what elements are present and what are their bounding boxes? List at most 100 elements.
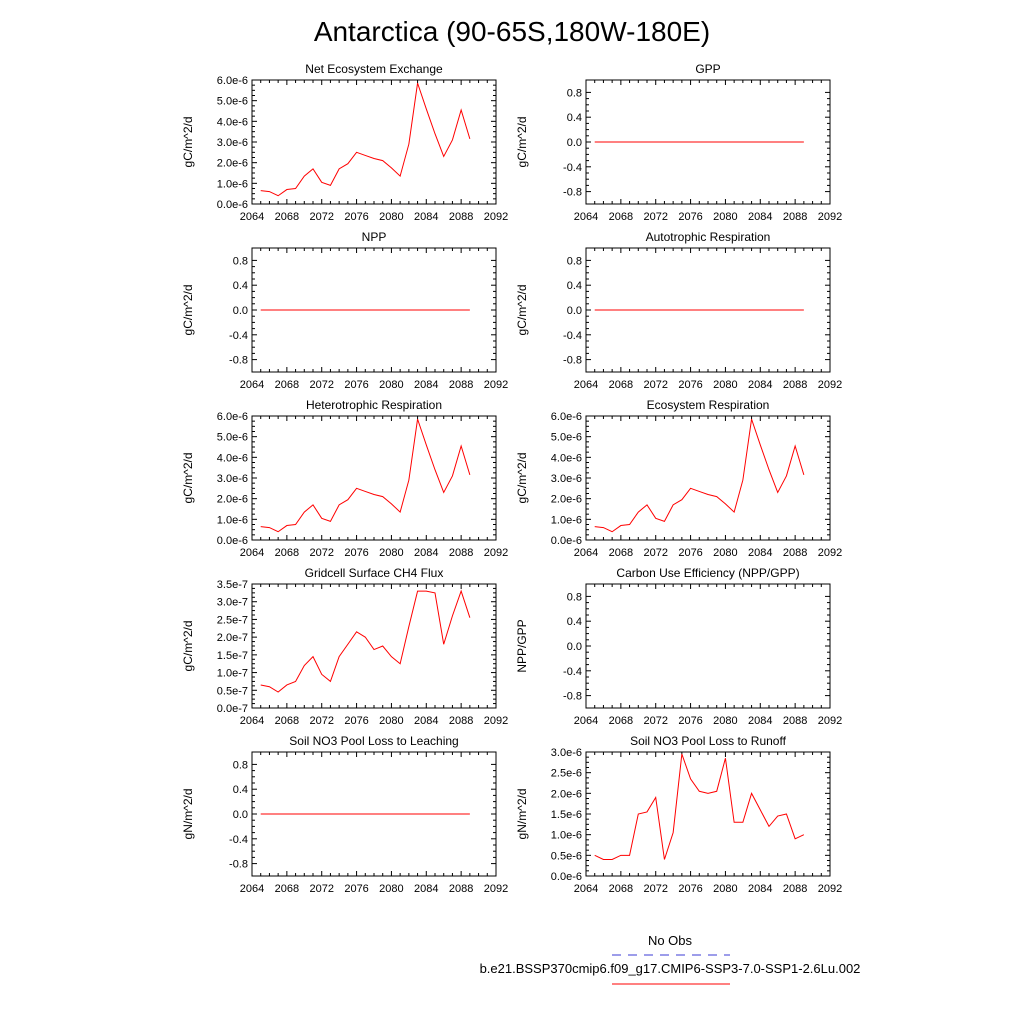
panel-8: Soil NO3 Pool Loss to Leaching gN/m^2/d 20… <box>181 734 508 895</box>
y-tick-label: 5.0e-6 <box>217 432 248 444</box>
x-tick-label: 2080 <box>713 547 737 559</box>
y-tick-label: 4.0e-6 <box>551 452 582 464</box>
x-tick-label: 2072 <box>643 883 667 895</box>
panel-title: GPP <box>695 62 720 76</box>
panel-title: Net Ecosystem Exchange <box>305 62 443 76</box>
y-tick-label: 4.0e-6 <box>217 452 248 464</box>
x-tick-label: 2068 <box>609 715 633 727</box>
panel-3: Autotrophic Respiration gC/m^2/d 2064 2068 2… <box>515 230 842 391</box>
panel-4: Heterotrophic Respiration gC/m^2/d 2064 206… <box>181 398 508 559</box>
y-tick-label: 0.4 <box>233 280 248 292</box>
panel-title: Carbon Use Efficiency (NPP/GPP) <box>616 566 799 580</box>
legend: No Obs b.e21.BSSP370cmip6.f09_g17.CMIP6-S… <box>480 933 860 985</box>
y-tick-label: 2.0e-6 <box>217 494 248 506</box>
y-axis-label: gC/m^2/d <box>515 453 529 504</box>
x-tick-label: 2092 <box>818 715 842 727</box>
y-tick-label: 1.5e-6 <box>551 809 582 821</box>
x-tick-label: 2072 <box>309 547 333 559</box>
panel-9: Soil NO3 Pool Loss to Runoff gN/m^2/d 2064… <box>515 734 842 895</box>
panel-title: Soil NO3 Pool Loss to Runoff <box>630 734 787 748</box>
y-tick-label: 0.8 <box>567 591 582 603</box>
plot-frame <box>251 415 497 541</box>
y-tick-label: 2.0e-6 <box>551 494 582 506</box>
plot-frame <box>585 751 831 877</box>
panel-6: Gridcell Surface CH4 Flux gC/m^2/d 2064 206… <box>181 566 508 727</box>
x-tick-label: 2076 <box>344 547 368 559</box>
series-line <box>594 418 805 533</box>
x-tick-label: 2076 <box>678 547 702 559</box>
y-tick-label: 0.4 <box>567 112 582 124</box>
y-tick-label: -0.8 <box>229 859 248 871</box>
x-tick-label: 2080 <box>713 883 737 895</box>
x-tick-label: 2076 <box>678 715 702 727</box>
panel-5: Ecosystem Respiration gC/m^2/d 2064 2068 207… <box>515 398 842 559</box>
x-tick-label: 2080 <box>713 715 737 727</box>
y-axis-label: gC/m^2/d <box>181 453 195 504</box>
x-tick-label: 2088 <box>783 715 807 727</box>
x-tick-label: 2068 <box>275 547 299 559</box>
y-tick-label: 2.5e-7 <box>217 614 248 626</box>
x-tick-label: 2088 <box>449 715 473 727</box>
x-tick-label: 2084 <box>414 379 438 391</box>
y-tick-label: 1.0e-6 <box>551 514 582 526</box>
x-tick-label: 2064 <box>240 715 264 727</box>
y-tick-label: 4.0e-6 <box>217 116 248 128</box>
plot-frame <box>585 415 831 541</box>
x-tick-label: 2072 <box>643 715 667 727</box>
x-tick-label: 2064 <box>574 883 598 895</box>
panel-title: NPP <box>362 230 387 244</box>
y-tick-label: 6.0e-6 <box>217 411 248 423</box>
y-tick-label: 0.0 <box>567 305 582 317</box>
x-tick-label: 2076 <box>344 883 368 895</box>
panel-2: NPP gC/m^2/d 2064 2068 2072 2076 2080 2084 2088 2… <box>181 230 508 391</box>
y-tick-label: 0.0 <box>567 641 582 653</box>
y-tick-label: 1.5e-7 <box>217 650 248 662</box>
y-tick-label: -0.4 <box>229 834 248 846</box>
y-tick-label: 0.8 <box>567 255 582 267</box>
panel-title: Ecosystem Respiration <box>647 398 770 412</box>
x-tick-label: 2080 <box>379 211 403 223</box>
x-tick-label: 2092 <box>818 547 842 559</box>
y-tick-label: 0.8 <box>567 87 582 99</box>
series-line <box>594 753 805 860</box>
y-tick-label: 0.4 <box>567 616 582 628</box>
y-tick-label: 3.0e-6 <box>551 747 582 759</box>
x-tick-label: 2064 <box>240 547 264 559</box>
y-tick-label: -0.4 <box>563 666 582 678</box>
y-axis-label: gC/m^2/d <box>181 117 195 168</box>
x-tick-label: 2068 <box>275 715 299 727</box>
x-tick-label: 2092 <box>484 547 508 559</box>
x-tick-label: 2064 <box>240 379 264 391</box>
x-tick-label: 2092 <box>818 379 842 391</box>
y-tick-label: -0.4 <box>563 162 582 174</box>
x-tick-label: 2088 <box>449 547 473 559</box>
x-tick-label: 2076 <box>344 715 368 727</box>
x-tick-label: 2080 <box>379 883 403 895</box>
y-axis-label: gC/m^2/d <box>181 621 195 672</box>
x-tick-label: 2072 <box>643 547 667 559</box>
x-tick-label: 2076 <box>678 379 702 391</box>
x-tick-label: 2064 <box>574 211 598 223</box>
x-tick-label: 2092 <box>818 883 842 895</box>
legend-label-obs: No Obs <box>648 933 693 948</box>
y-tick-label: 6.0e-6 <box>551 411 582 423</box>
x-tick-label: 2084 <box>748 547 772 559</box>
y-tick-label: -0.4 <box>563 330 582 342</box>
x-tick-label: 2092 <box>484 715 508 727</box>
y-tick-label: 2.0e-6 <box>217 158 248 170</box>
x-tick-label: 2064 <box>574 379 598 391</box>
y-tick-label: 3.0e-6 <box>217 137 248 149</box>
y-axis-label: gC/m^2/d <box>181 285 195 336</box>
y-tick-label: 0.0 <box>233 809 248 821</box>
x-tick-label: 2084 <box>414 547 438 559</box>
series-line <box>260 82 471 197</box>
series-line <box>260 589 471 693</box>
y-tick-label: 3.0e-7 <box>217 597 248 609</box>
x-tick-label: 2088 <box>783 379 807 391</box>
x-tick-label: 2080 <box>379 715 403 727</box>
y-tick-label: 0.0e-6 <box>551 535 582 547</box>
x-tick-label: 2080 <box>713 379 737 391</box>
x-tick-label: 2064 <box>240 883 264 895</box>
plot-frame <box>585 583 831 709</box>
